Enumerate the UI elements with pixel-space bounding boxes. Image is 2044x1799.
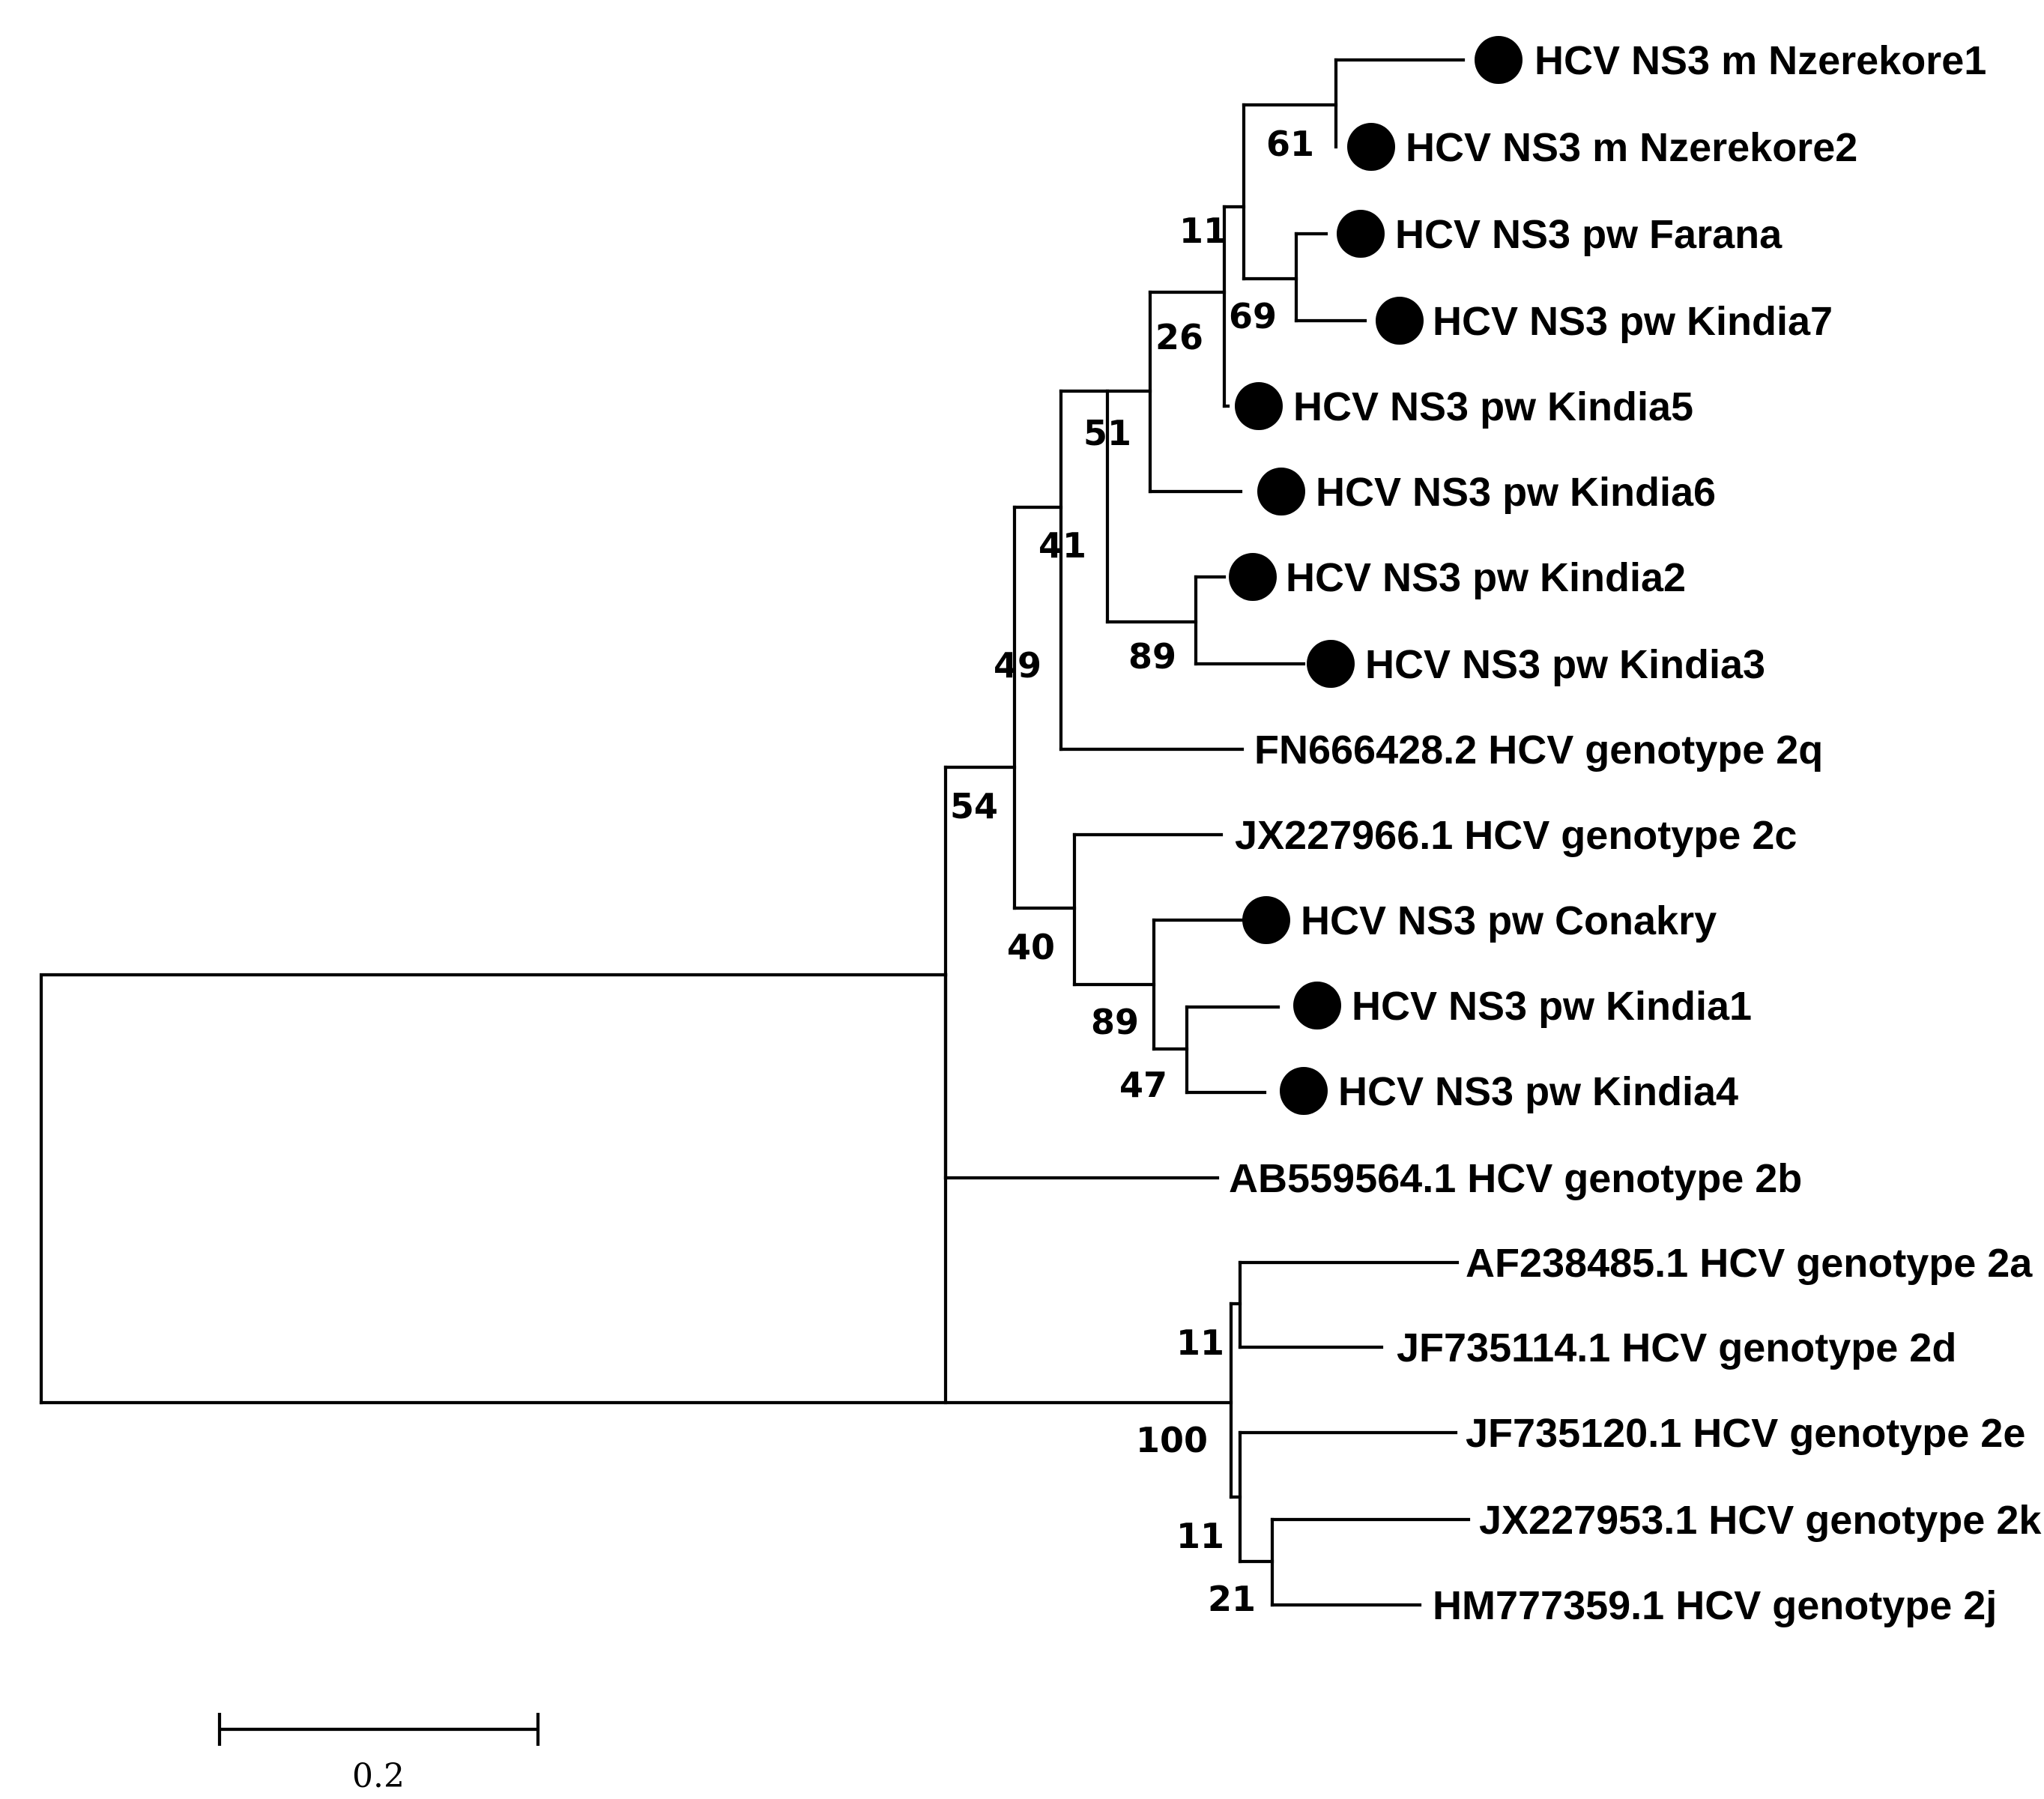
bootstrap-value: 40: [1007, 927, 1055, 967]
leaf-label: HCV NS3 pw Kindia4: [1338, 1069, 1738, 1114]
bootstrap-value: 51: [1083, 413, 1131, 453]
leaf-label: JX227953.1 HCV genotype 2k: [1479, 1498, 2042, 1543]
bootstrap-value: 54: [950, 786, 998, 826]
sample-marker-icon: [1257, 468, 1305, 515]
bootstrap-value: 26: [1155, 317, 1203, 357]
bootstrap-value: 11: [1179, 211, 1227, 251]
bootstrap-value: 21: [1208, 1579, 1256, 1619]
bootstrap-value: 47: [1119, 1065, 1167, 1105]
leaf-label: FN666428.2 HCV genotype 2q: [1254, 728, 1823, 772]
leaf-label: HCV NS3 pw Kindia6: [1316, 470, 1716, 515]
leaf-label: JX227966.1 HCV genotype 2c: [1235, 813, 1797, 858]
leaf-label: JF735120.1 HCV genotype 2e: [1466, 1411, 2025, 1456]
sample-marker-icon: [1307, 640, 1355, 688]
bootstrap-value: 11: [1176, 1516, 1224, 1556]
sample-marker-icon: [1475, 36, 1523, 84]
leaf-label: HCV NS3 pw Kindia2: [1286, 555, 1686, 600]
bootstrap-value: 41: [1038, 525, 1086, 566]
bootstrap-value: 100: [1136, 1420, 1208, 1460]
leaf-label: AF238485.1 HCV genotype 2a: [1466, 1241, 2033, 1286]
sample-marker-icon: [1293, 982, 1341, 1029]
leaf-label: HM777359.1 HCV genotype 2j: [1433, 1583, 1997, 1628]
scale-bar-label: 0.2: [352, 1757, 405, 1795]
bootstrap-value: 69: [1229, 296, 1277, 336]
tree-branches: [39, 58, 1471, 1607]
bootstrap-value: 89: [1091, 1002, 1139, 1042]
tree-leaves: HCV NS3 m Nzerekore1 HCV NS3 m Nzerekore…: [1229, 36, 2042, 1628]
scale-bar: 0.2: [217, 1713, 540, 1795]
branch-root-ingroup-top: [39, 973, 948, 1405]
scale-bar-line: [217, 1713, 540, 1746]
leaf-label: JF735114.1 HCV genotype 2d: [1397, 1325, 1956, 1370]
bootstrap-value: 49: [994, 645, 1041, 686]
sample-marker-icon: [1376, 297, 1424, 345]
bootstrap-value: 11: [1176, 1322, 1224, 1363]
sample-marker-icon: [1235, 382, 1283, 430]
leaf-label: HCV NS3 pw Kindia3: [1365, 642, 1765, 687]
leaf-label: HCV NS3 m Nzerekore2: [1406, 125, 1857, 170]
leaf-label: HCV NS3 pw Farana: [1395, 212, 1783, 257]
sample-marker-icon: [1229, 553, 1277, 601]
sample-marker-icon: [1242, 896, 1290, 944]
bootstrap-values: 61 69 11 26 51 89 41 49 47 89 40 54 11 2…: [950, 124, 1314, 1619]
leaf-label: AB559564.1 HCV genotype 2b: [1229, 1156, 1802, 1201]
leaf-label: HCV NS3 m Nzerekore1: [1534, 38, 1986, 83]
leaf-label: HCV NS3 pw Kindia1: [1352, 984, 1752, 1029]
leaf-label: HCV NS3 pw Kindia5: [1293, 384, 1693, 429]
sample-marker-icon: [1347, 123, 1395, 171]
leaf-label: HCV NS3 pw Conakry: [1301, 898, 1717, 943]
bootstrap-value: 61: [1266, 124, 1314, 164]
sample-marker-icon: [1280, 1067, 1328, 1115]
sample-marker-icon: [1337, 210, 1385, 258]
bootstrap-value: 89: [1128, 636, 1176, 677]
leaf-label: HCV NS3 pw Kindia7: [1433, 299, 1833, 344]
